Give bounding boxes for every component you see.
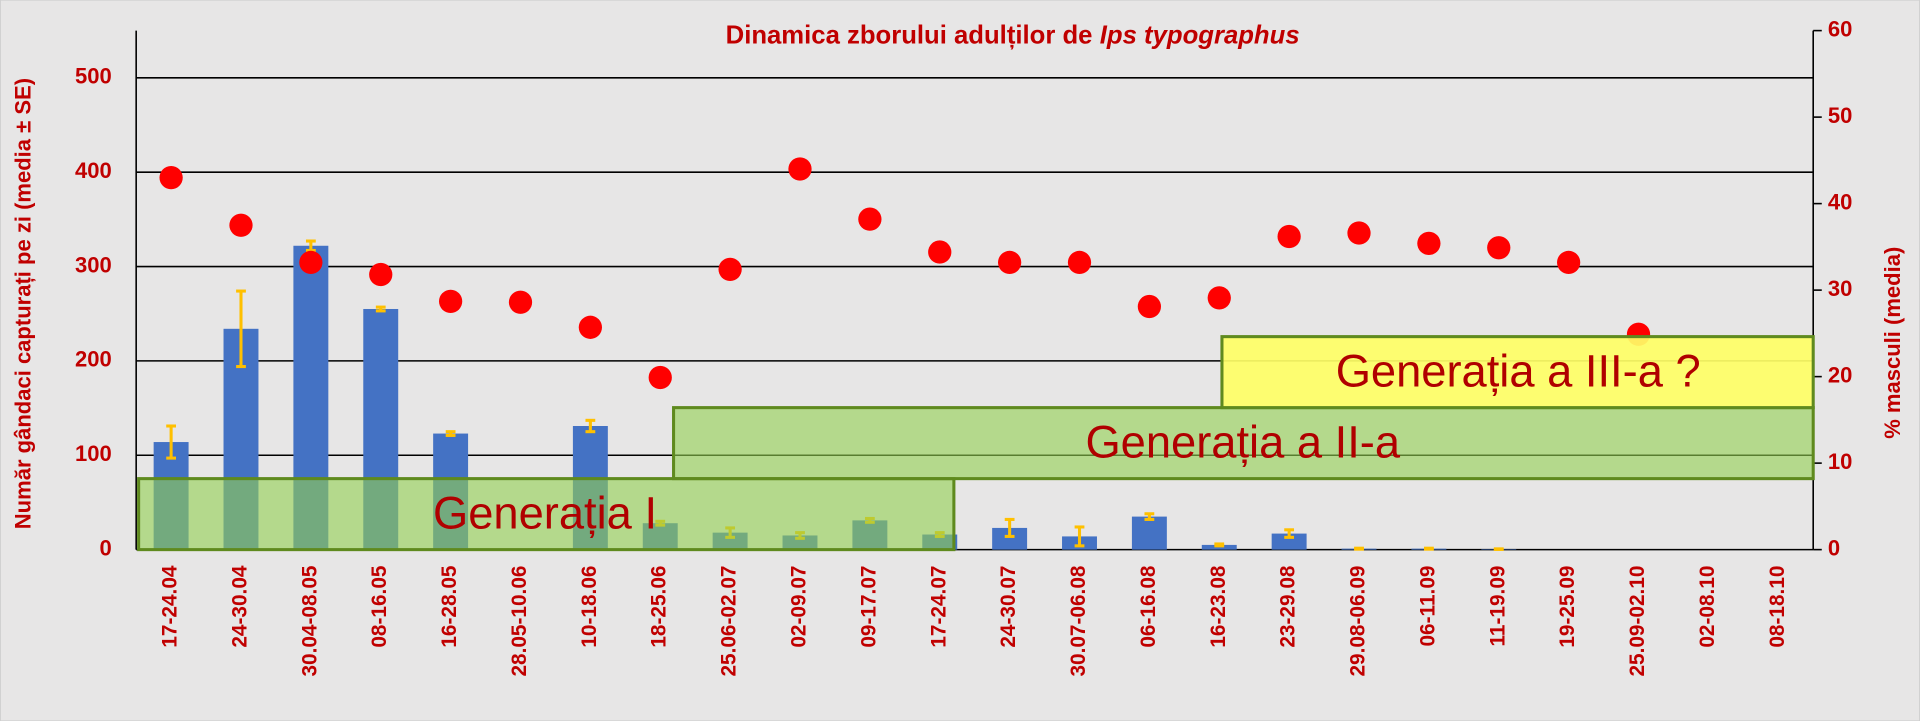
error-bar bbox=[1354, 546, 1364, 551]
y-tick-label: 300 bbox=[75, 252, 112, 277]
y2-tick-label: 0 bbox=[1828, 535, 1840, 560]
x-tick-label: 02-09.07 bbox=[787, 566, 810, 648]
y-axis-label: Număr gândaci capturați pe zi (media ± S… bbox=[11, 78, 36, 529]
y-tick-label: 100 bbox=[75, 441, 112, 466]
dot bbox=[299, 250, 323, 275]
dot bbox=[1067, 250, 1092, 275]
x-tick-label: 02-08.10 bbox=[1696, 566, 1719, 648]
dot bbox=[997, 250, 1022, 275]
bar bbox=[992, 527, 1028, 550]
dot bbox=[1347, 221, 1371, 245]
bar bbox=[1131, 516, 1167, 550]
y-tick-label: 500 bbox=[75, 64, 112, 89]
x-tick-label: 24-30.07 bbox=[997, 566, 1020, 648]
bar bbox=[1271, 533, 1307, 550]
error-bar bbox=[1423, 546, 1434, 551]
dot bbox=[648, 365, 672, 390]
title-main: Dinamica zborului adulților de bbox=[726, 22, 1093, 50]
error-bar bbox=[305, 239, 316, 253]
x-tick-label: 29.08-06.09 bbox=[1347, 566, 1370, 677]
dot bbox=[438, 289, 463, 313]
y2-axis-label: % masculi (media) bbox=[1880, 247, 1905, 439]
dot bbox=[1277, 224, 1301, 249]
error-bar bbox=[585, 418, 596, 434]
y2-tick-label: 40 bbox=[1828, 189, 1852, 214]
y-tick-label: 0 bbox=[99, 535, 111, 560]
y-tick-label: 200 bbox=[75, 347, 112, 372]
generation-label: Generația I bbox=[433, 488, 657, 539]
generation-box bbox=[137, 477, 956, 552]
x-tick-label: 30.07-06.08 bbox=[1067, 566, 1090, 677]
error-bar bbox=[1214, 542, 1225, 548]
x-tick-label: 25.09-02.10 bbox=[1626, 566, 1649, 677]
error-bar bbox=[1144, 512, 1155, 521]
x-tick-label: 18-25.06 bbox=[648, 566, 671, 648]
error-bar bbox=[375, 305, 386, 313]
error-bar bbox=[1004, 517, 1015, 538]
dot bbox=[1557, 250, 1581, 275]
y2-tick-label: 50 bbox=[1828, 103, 1852, 128]
x-tick-label: 06-11.09 bbox=[1416, 566, 1439, 647]
dot bbox=[1417, 231, 1441, 256]
error-bar bbox=[1493, 547, 1504, 551]
generation-box bbox=[672, 406, 1815, 481]
error-bar bbox=[1074, 525, 1085, 548]
y-tick-label: 400 bbox=[75, 158, 112, 183]
dot bbox=[159, 166, 183, 190]
dot bbox=[788, 157, 812, 181]
x-tick-label: 09-17.07 bbox=[857, 566, 880, 648]
y2-tick-label: 20 bbox=[1828, 362, 1852, 387]
generation-box bbox=[1220, 335, 1815, 410]
x-tick-label: 06-16.08 bbox=[1137, 566, 1160, 648]
x-tick-label: 30.04-08.05 bbox=[298, 566, 321, 677]
generation-label: Generația a II-a bbox=[1085, 417, 1400, 468]
y2-tick-label: 10 bbox=[1828, 449, 1852, 474]
x-tick-label: 08-18.10 bbox=[1766, 566, 1789, 648]
y2-tick-label: 30 bbox=[1828, 276, 1852, 301]
y2-tick-label: 60 bbox=[1828, 16, 1852, 41]
x-tick-label: 17-24.07 bbox=[927, 566, 950, 648]
error-bar bbox=[166, 424, 177, 460]
generation-label: Generația a III-a ? bbox=[1336, 346, 1701, 397]
dot bbox=[1137, 294, 1162, 319]
x-tick-label: 28.05-10.06 bbox=[508, 566, 531, 677]
dot bbox=[1207, 286, 1231, 310]
x-tick-label: 11-19.09 bbox=[1486, 566, 1509, 647]
x-tick-label: 23-29.08 bbox=[1277, 566, 1300, 648]
x-tick-label: 19-25.09 bbox=[1556, 566, 1579, 648]
x-tick-label: 08-16.05 bbox=[368, 566, 391, 648]
x-tick-label: 16-23.08 bbox=[1207, 566, 1230, 648]
error-bar bbox=[1284, 528, 1295, 539]
x-tick-label: 10-18.06 bbox=[578, 566, 601, 648]
dot bbox=[508, 290, 533, 314]
error-bar bbox=[445, 430, 456, 437]
x-tick-label: 24-30.04 bbox=[228, 565, 251, 648]
dot bbox=[229, 213, 253, 237]
dot bbox=[1487, 236, 1511, 260]
x-tick-label: 16-28.05 bbox=[438, 566, 461, 648]
dot bbox=[578, 315, 602, 339]
x-tick-label: 17-24.04 bbox=[159, 565, 182, 648]
x-tick-label: 25.06-02.07 bbox=[718, 566, 741, 677]
dot bbox=[718, 257, 742, 281]
title-species: Ips typographus bbox=[1100, 22, 1300, 50]
dot bbox=[369, 262, 393, 287]
chart-title: Dinamica zborului adulților de Ips typogr… bbox=[726, 22, 1300, 50]
dot bbox=[858, 207, 882, 231]
dot bbox=[928, 240, 952, 264]
error-bar bbox=[236, 289, 246, 369]
